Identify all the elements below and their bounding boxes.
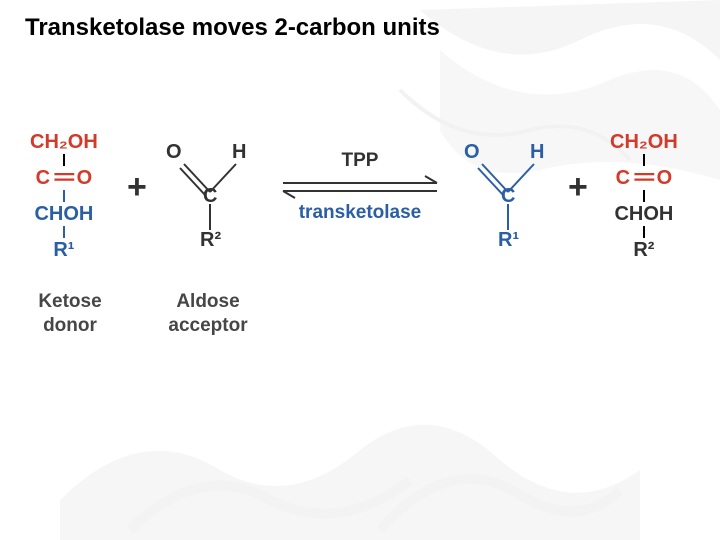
ketose-l2: C == O bbox=[36, 166, 93, 190]
ketose-l3: CHOH bbox=[614, 202, 673, 226]
ketose-l4: R² bbox=[633, 238, 654, 262]
aldose-o: O bbox=[166, 140, 182, 164]
bond-icon bbox=[643, 226, 645, 238]
ketose-donor-label: Ketose donor bbox=[25, 290, 115, 338]
reaction-arrow: TPP transketolase bbox=[275, 150, 445, 224]
ketose-donor-structure: CH₂OH C == O CHOH R¹ bbox=[30, 130, 98, 262]
enzyme-label: transketolase bbox=[299, 202, 422, 224]
ketose-l1: CH₂OH bbox=[30, 130, 98, 154]
aldose-c: C bbox=[501, 184, 515, 208]
ketose-l3: CHOH bbox=[34, 202, 93, 226]
plus-icon: + bbox=[568, 168, 588, 207]
page-title: Transketolase moves 2-carbon units bbox=[25, 14, 440, 42]
ketose-l4: R¹ bbox=[53, 238, 74, 262]
aldose-r: R¹ bbox=[498, 228, 519, 252]
reaction-diagram: CH₂OH C == O CHOH R¹ + O H C R² TPP bbox=[30, 140, 690, 400]
aldose-h: H bbox=[530, 140, 544, 164]
aldose-acceptor-structure: O H C R² bbox=[170, 144, 250, 269]
ketose-l1: CH₂OH bbox=[610, 130, 678, 154]
ketose-product-structure: CH₂OH C == O CHOH R² bbox=[610, 130, 678, 262]
aldose-h: H bbox=[232, 140, 246, 164]
aldose-acceptor-label: Aldose acceptor bbox=[158, 290, 258, 338]
cofactor-label: TPP bbox=[342, 150, 379, 172]
bond-icon bbox=[63, 190, 65, 202]
equilibrium-arrow-icon bbox=[275, 172, 445, 202]
bond-icon bbox=[643, 190, 645, 202]
bond-icon bbox=[643, 154, 645, 166]
bond-icon bbox=[63, 226, 65, 238]
ketose-l2: C == O bbox=[616, 166, 673, 190]
bond-icon bbox=[63, 154, 65, 166]
aldose-o: O bbox=[464, 140, 480, 164]
aldose-product-structure: O H C R¹ bbox=[468, 144, 548, 269]
aldose-r: R² bbox=[200, 228, 221, 252]
bg-ribbon-bottom bbox=[60, 380, 640, 540]
plus-icon: + bbox=[127, 168, 147, 207]
aldose-c: C bbox=[203, 184, 217, 208]
